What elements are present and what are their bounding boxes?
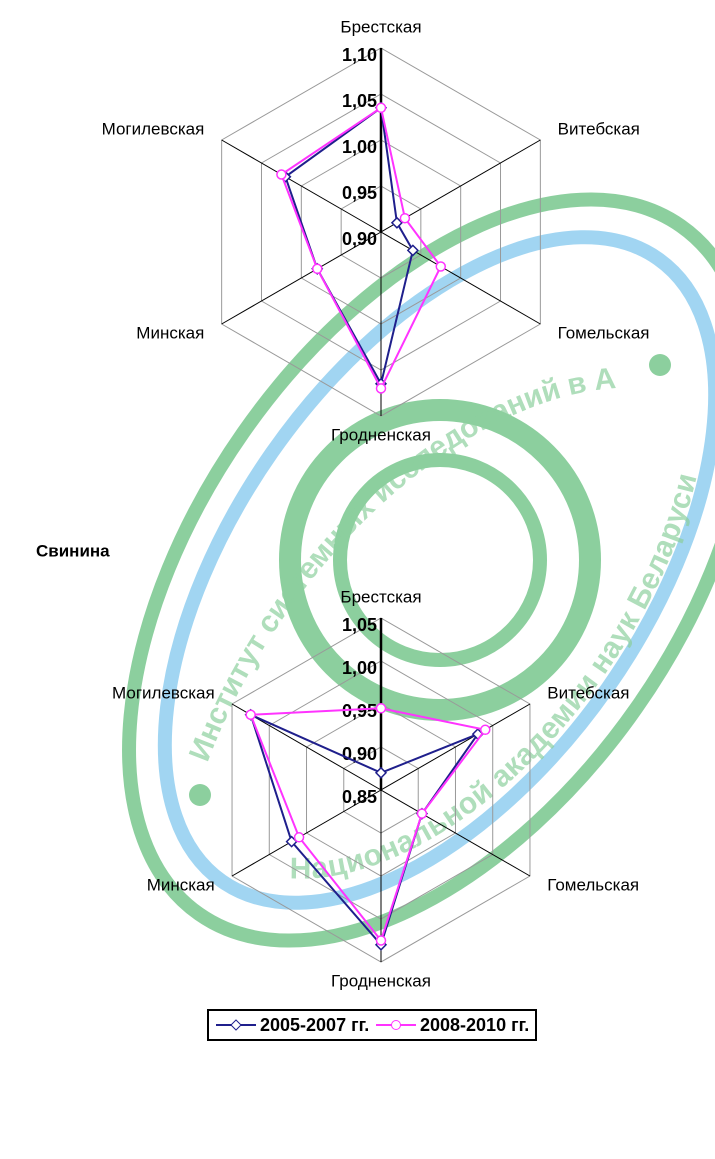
- data-marker: [377, 103, 386, 112]
- data-marker: [400, 214, 409, 223]
- category-label: Минская: [136, 323, 204, 342]
- category-label: Могилевская: [102, 119, 205, 138]
- data-marker: [481, 725, 490, 734]
- data-marker: [246, 710, 255, 719]
- y-tick-label: 1,10: [342, 45, 377, 65]
- y-tick-label: 0,85: [342, 787, 377, 807]
- y-tick-label: 1,00: [342, 658, 377, 678]
- legend-label: 2008-2010 гг.: [420, 1015, 529, 1035]
- category-label: Гродненская: [331, 971, 431, 990]
- category-label: Могилевская: [112, 683, 215, 702]
- page: Институт системных исследований в АПК На…: [0, 0, 715, 1159]
- category-label: Брестская: [340, 587, 421, 606]
- category-label: Брестская: [340, 17, 421, 36]
- data-marker: [417, 809, 426, 818]
- y-tick-label: 0,95: [342, 183, 377, 203]
- data-marker: [313, 264, 322, 273]
- y-tick-label: 0,90: [342, 229, 377, 249]
- data-marker: [436, 262, 445, 271]
- y-tick-label: 1,05: [342, 615, 377, 635]
- data-marker: [376, 768, 386, 778]
- category-label: Витебская: [547, 683, 629, 702]
- data-marker: [377, 704, 386, 713]
- data-marker: [377, 384, 386, 393]
- category-label: Гродненская: [331, 425, 431, 444]
- y-tick-label: 1,00: [342, 137, 377, 157]
- section-label: Свинина: [36, 541, 110, 560]
- data-marker: [277, 170, 286, 179]
- y-tick-label: 1,05: [342, 91, 377, 111]
- legend-label: 2005-2007 гг.: [260, 1015, 369, 1035]
- category-label: Гомельская: [558, 323, 650, 342]
- category-label: Витебская: [558, 119, 640, 138]
- legend: 2005-2007 гг. 2008-2010 гг.: [208, 1010, 536, 1040]
- category-label: Гомельская: [547, 875, 639, 894]
- y-tick-label: 0,90: [342, 744, 377, 764]
- data-marker: [295, 833, 304, 842]
- legend-marker: [392, 1021, 401, 1030]
- data-marker: [377, 936, 386, 945]
- category-label: Минская: [147, 875, 215, 894]
